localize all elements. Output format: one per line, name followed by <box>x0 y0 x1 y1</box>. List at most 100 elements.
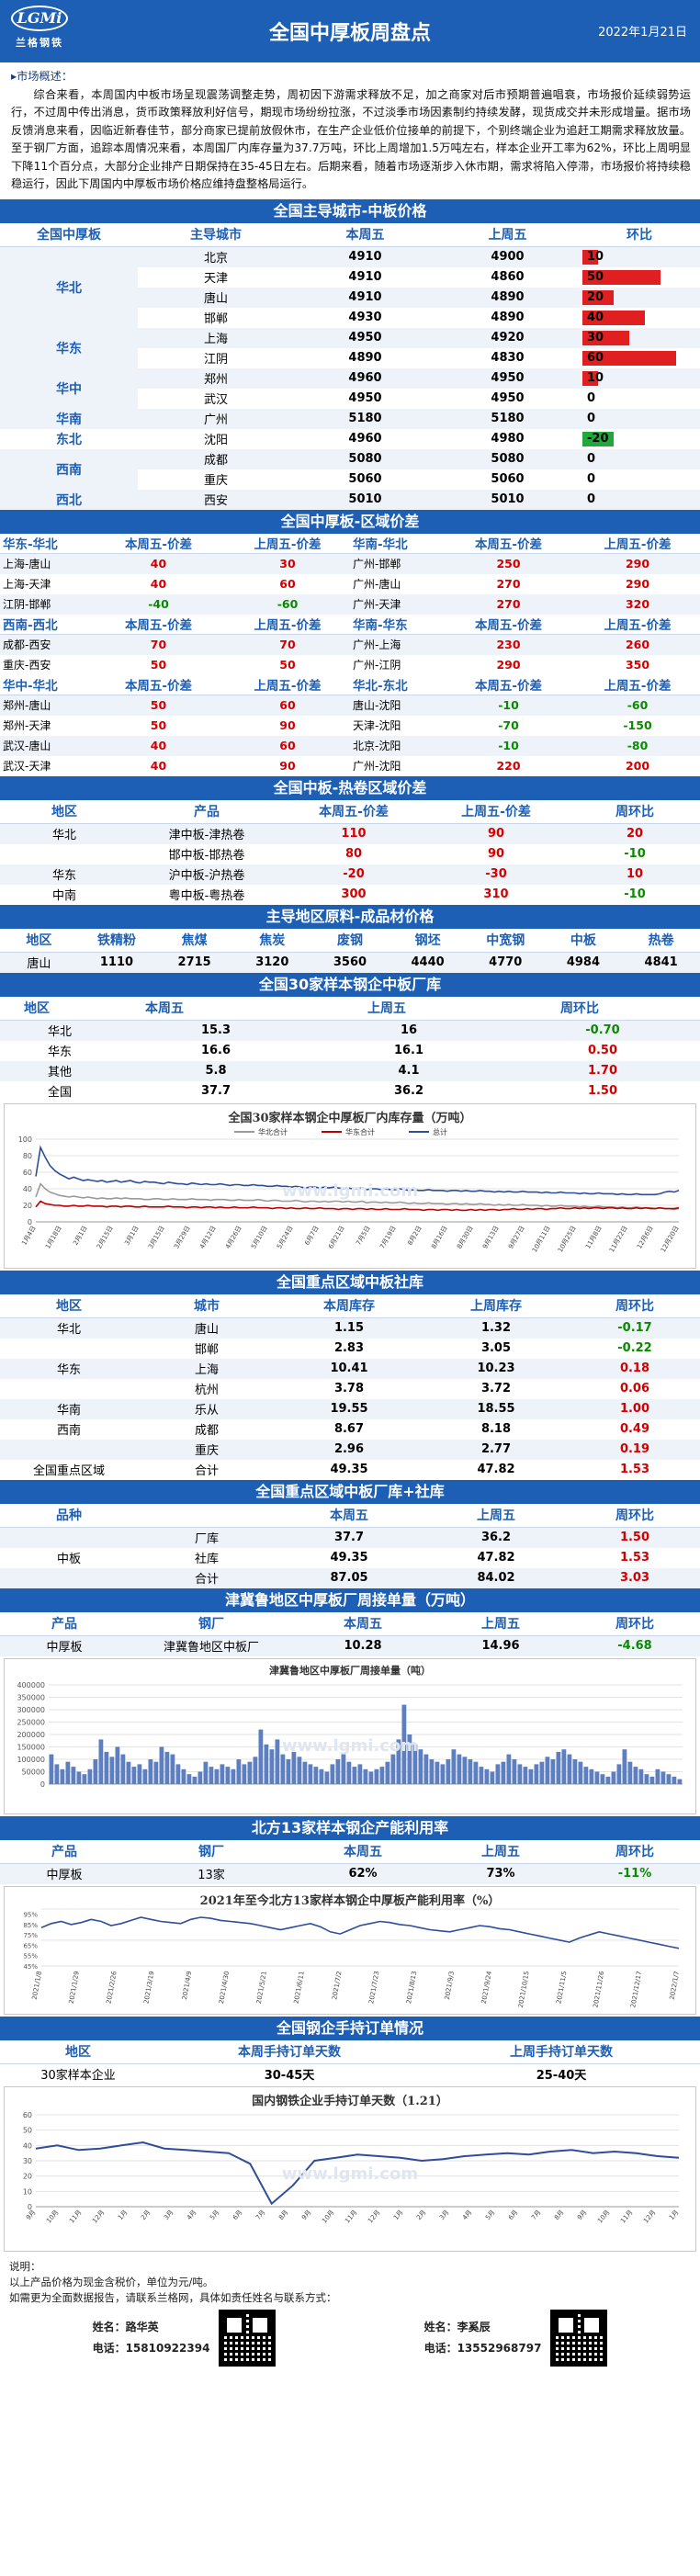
y-tick-label: 0 <box>28 1218 32 1226</box>
change-value: 0 <box>587 391 596 405</box>
table-cell: 1.32 <box>480 1321 512 1336</box>
bar <box>65 1761 71 1784</box>
legend-label: 总计 <box>433 1127 447 1136</box>
table-cell: 1.15 <box>333 1321 365 1336</box>
x-tick-label: 2021/7/23 <box>367 1970 380 2004</box>
bar <box>115 1746 120 1784</box>
spread-value: 220 <box>496 759 521 773</box>
col-header: 华中-华北 <box>3 679 58 695</box>
region-cell: 30家样本企业 <box>40 2069 116 2084</box>
price-cell: 5010 <box>348 492 382 506</box>
bar <box>258 1729 264 1784</box>
table-cell <box>0 1379 138 1399</box>
spread-value: 290 <box>496 658 521 672</box>
section-title-util: 北方13家样本钢企产能利用率 <box>0 1815 700 1840</box>
spread-value: 270 <box>496 597 521 611</box>
section-title-mill-inv: 全国30家样本钢企中板厂库 <box>0 972 700 997</box>
bar <box>578 1761 583 1784</box>
x-tick-label: 1月 <box>392 2209 405 2221</box>
bar <box>275 1738 280 1784</box>
x-tick-label: 2021/4/9 <box>181 1970 193 1999</box>
col-header: 钢坯 <box>389 928 467 953</box>
spread-value: 90 <box>279 718 296 732</box>
x-tick-label: 10月 <box>45 2209 60 2224</box>
x-tick-label: 2月15日 <box>96 1225 115 1250</box>
table-cell: 1.50 <box>587 1084 618 1098</box>
spread-value: 270 <box>496 577 521 591</box>
orders-chart-svg: 0 50000 100000 150000 200000 250000 300000 3500… <box>17 1681 683 1789</box>
region-cell: 华中 <box>56 381 82 397</box>
price-table: 全国中厚板 主导城市 本周五 上周五 环比 华北 北京 4910 4900 10 天津 49… <box>0 222 700 510</box>
utilization-chart-svg: 45% 55% 65% 75% 85% 95% 2021/1/8 2021/1/29 2021/… <box>23 1908 681 2008</box>
x-tick-label: 4月26日 <box>224 1225 243 1250</box>
col-header: 上周五-价差 <box>254 537 322 553</box>
col-header: 主导城市 <box>138 222 294 247</box>
contact-phone: 15810922394 <box>125 2341 210 2355</box>
price-cell: 4950 <box>491 371 525 385</box>
bar <box>534 1763 539 1784</box>
x-tick-label: 12月 <box>642 2209 657 2224</box>
table-row: 西南 成都 5080 5080 0 <box>0 448 700 478</box>
region-cell: 华南 <box>56 412 82 427</box>
table-cell: 10.28 <box>344 1639 382 1654</box>
spread-value: -10 <box>498 739 519 752</box>
price-cell: 4890 <box>491 311 525 324</box>
table-cell: 邯郸 <box>194 1343 219 1357</box>
bar <box>49 1754 54 1784</box>
name-label: 姓名： <box>423 2320 457 2333</box>
footer-note: 以上产品价格为现金含税价，单位为元/吨。 <box>9 2275 214 2288</box>
x-tick-label: 2月 <box>140 2209 152 2221</box>
bar <box>644 1773 649 1784</box>
table-cell: 邯中板-邯热卷 <box>168 849 245 863</box>
social-inventory-table: 地区 城市 本周库存 上周库存 周环比 华北 唐山 1.15 1.32 -0.17 邯郸 2… <box>0 1294 700 1480</box>
table-cell <box>0 1440 138 1460</box>
change-value: 0 <box>587 472 596 486</box>
spread-value: 60 <box>279 698 296 713</box>
col-header: 周环比 <box>570 1839 700 1864</box>
price-cell: 4984 <box>566 955 601 970</box>
raw-header-row: 地区 铁精粉 焦煤 焦炭 废钢 钢坯 中宽钢 中板 热卷 <box>0 928 700 953</box>
col-header: 品种 <box>0 1503 138 1528</box>
table-cell: 华东 <box>56 1363 81 1377</box>
table-cell: 1.70 <box>587 1064 618 1078</box>
total-header-row: 品种 本周五 上周五 周环比 <box>0 1503 700 1528</box>
x-tick-label: 2021/7/2 <box>331 1970 343 1999</box>
price-cell: 4960 <box>348 432 382 446</box>
col-header: 焦煤 <box>155 928 233 953</box>
pair-cell: 上海-唐山 <box>3 558 51 571</box>
change-cell: 10 <box>579 368 700 389</box>
pair-cell: 广州-沈阳 <box>353 760 401 773</box>
y-tick-label: 300000 <box>17 1706 45 1714</box>
mill-body: 华北 15.3 16 -0.70 华东 16.6 16.1 0.50 其他 5.8 4.1 1.70 全… <box>0 1020 700 1102</box>
table-row: 华中 郑州 4960 4950 10 <box>0 367 700 397</box>
backlog-table: 地区 本周手持订单天数 上周手持订单天数 30家样本企业 30-45天 25-4… <box>0 2039 700 2085</box>
table-cell: 5.8 <box>205 1064 227 1078</box>
price-cell: 5060 <box>348 472 382 486</box>
pair-cell: 武汉-唐山 <box>3 740 51 752</box>
bar <box>104 1751 109 1784</box>
table-cell: 3.72 <box>480 1382 512 1395</box>
city-cell: 重庆 <box>203 474 228 488</box>
table-cell: 1.53 <box>619 1551 650 1565</box>
table-cell: 49.35 <box>330 1551 368 1565</box>
city-cell: 北京 <box>203 252 228 266</box>
table-cell: -4.68 <box>617 1639 652 1654</box>
price-cell: 4930 <box>348 311 382 324</box>
table-row: 华北 15.3 16 -0.70 <box>0 1020 700 1041</box>
change-value: 0 <box>587 412 596 425</box>
bar <box>556 1751 561 1784</box>
col-header: 城市 <box>138 1294 276 1318</box>
change-bar <box>582 289 614 305</box>
col-header: 上周五-价差 <box>254 618 322 634</box>
table-cell: 36.2 <box>480 1531 512 1545</box>
pair-cell: 广州-上海 <box>353 638 401 652</box>
table-cell: 全国 <box>47 1086 72 1100</box>
table-row: 郑州-唐山 50 60 唐山-沈阳 -10 -60 <box>0 695 700 716</box>
table-row: 重庆 2.96 2.77 0.19 <box>0 1439 700 1460</box>
y-tick-label: 0 <box>40 1780 45 1789</box>
y-tick-label: 400000 <box>17 1681 45 1689</box>
table-row: 成都-西安 70 70 广州-上海 230 260 <box>0 634 700 655</box>
change-bar <box>582 370 598 386</box>
city-cell: 邯郸 <box>203 312 228 326</box>
